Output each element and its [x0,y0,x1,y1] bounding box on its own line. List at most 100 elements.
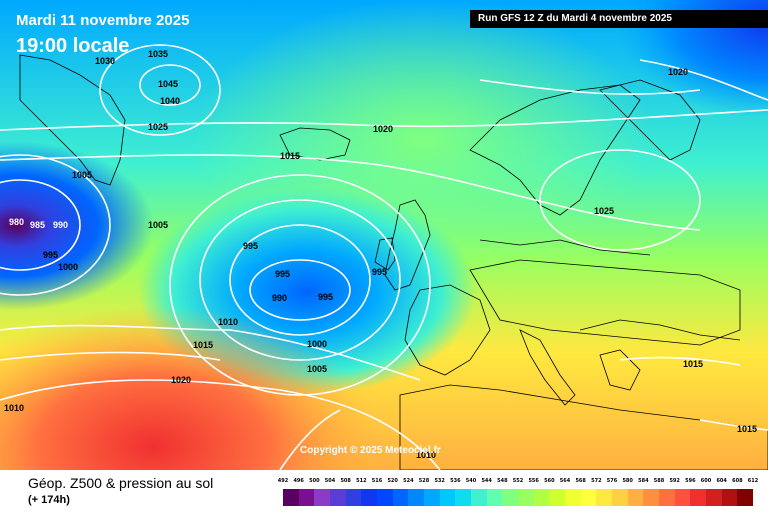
isobar-label: 1010 [218,317,238,327]
isobar-label: 990 [53,220,68,230]
scale-swatch [565,489,582,506]
scale-swatch [518,489,535,506]
scale-label: 520 [387,478,398,484]
isobar-label: 985 [30,220,45,230]
isobar-label: 980 [9,217,24,227]
isobar-label: 1020 [668,67,688,77]
scale-swatch [502,489,519,506]
scale-swatch [580,489,597,506]
isobars [0,44,768,470]
isobar-label: 1005 [307,364,327,374]
scale-swatch [737,489,754,506]
scale-swatch [408,489,425,506]
isobar-label: 1005 [72,170,92,180]
scale-swatch [314,489,331,506]
scale-swatch [659,489,676,506]
scale-swatch [612,489,629,506]
scale-swatch [439,489,456,506]
isobar-label: 1020 [373,124,393,134]
scale-label: 568 [575,478,586,484]
scale-label: 516 [371,478,383,484]
isobar-label: 995 [318,292,333,302]
scale-swatch [533,489,550,506]
scale-swatch [283,489,300,506]
isobar-label: 995 [372,267,387,277]
isobar-label: 1015 [683,359,703,369]
scale-label: 600 [700,478,712,484]
scale-label: 524 [403,478,414,484]
scale-label: 612 [747,478,759,484]
model-run-info: Run GFS 12 Z du Mardi 4 novembre 2025 [470,10,768,28]
scale-label: 572 [591,478,602,484]
scale-label: 504 [324,478,336,484]
isobar-label: 1025 [594,206,614,216]
scale-label: 604 [716,478,727,484]
isobar-label: 1030 [95,56,115,66]
scale-swatch [627,489,644,506]
scale-label: 576 [606,478,618,484]
scale-label: 552 [512,478,524,484]
scale-label: 508 [340,478,351,484]
scale-swatch [455,489,472,506]
scale-label: 540 [465,478,477,484]
product-title: Géop. Z500 & pression au sol [28,475,214,491]
forecast-date-title: Mardi 11 novembre 2025 [16,12,190,29]
isobar-label: 1025 [148,122,168,132]
scale-swatch [486,489,503,506]
isobar-label: 1015 [193,340,213,350]
scale-swatch [674,489,691,506]
scale-swatch [721,489,738,506]
isobar-label: 995 [275,269,290,279]
scale-swatch [643,489,660,506]
isobar-label: 1015 [737,424,757,434]
color-scale-labels: 492 496 500 504 508 512 516 520 524 528 532 536 540 5… [278,478,758,488]
scale-swatch [392,489,409,506]
scale-swatch [330,489,347,506]
scale-label: 592 [669,478,680,484]
isobar-label: 1040 [160,96,180,106]
isobar-label: 1010 [4,403,24,413]
scale-label: 544 [481,478,492,484]
color-scale-bar [283,489,754,506]
scale-label: 584 [638,478,649,484]
scale-swatch [361,489,378,506]
isobar-label: 995 [243,241,258,251]
isobar-label: 1035 [148,49,168,59]
scale-label: 588 [653,478,665,484]
isobar-label: 1010 [416,450,436,460]
scale-swatch [549,489,566,506]
scale-swatch [706,489,723,506]
coastlines [19,54,768,470]
forecast-time-title: 19:00 locale [16,35,130,57]
scale-label: 528 [418,478,430,484]
scale-swatch [690,489,707,506]
scale-label: 564 [559,478,571,484]
copyright-notice: Copyright © 2025 Meteociel.fr [300,445,441,456]
scale-label: 608 [732,478,743,484]
scale-label: 580 [622,478,633,484]
isobar-label: 1020 [171,375,191,385]
isobar-label: 1045 [158,79,178,89]
low-pressure-northeast [0,0,768,470]
scale-swatch [596,489,613,506]
scale-swatch [345,489,362,506]
scale-label: 500 [309,478,320,484]
isobar-label: 1000 [307,339,327,349]
scale-swatch [298,489,315,506]
isobar-label: 990 [272,293,287,303]
isobar-label: 995 [43,250,58,260]
scale-label: 596 [685,478,696,484]
scale-swatch [424,489,441,506]
isobar-label: 1005 [148,220,168,230]
scale-label: 548 [497,478,508,484]
scale-label: 536 [450,478,461,484]
scale-swatch [377,489,394,506]
scale-swatch [471,489,488,506]
scale-label: 556 [528,478,539,484]
isobar-label: 1000 [58,262,78,272]
scale-label: 512 [356,478,367,484]
scale-label: 496 [293,478,304,484]
lead-time: (+ 174h) [28,494,70,506]
scale-label: 492 [277,478,289,484]
